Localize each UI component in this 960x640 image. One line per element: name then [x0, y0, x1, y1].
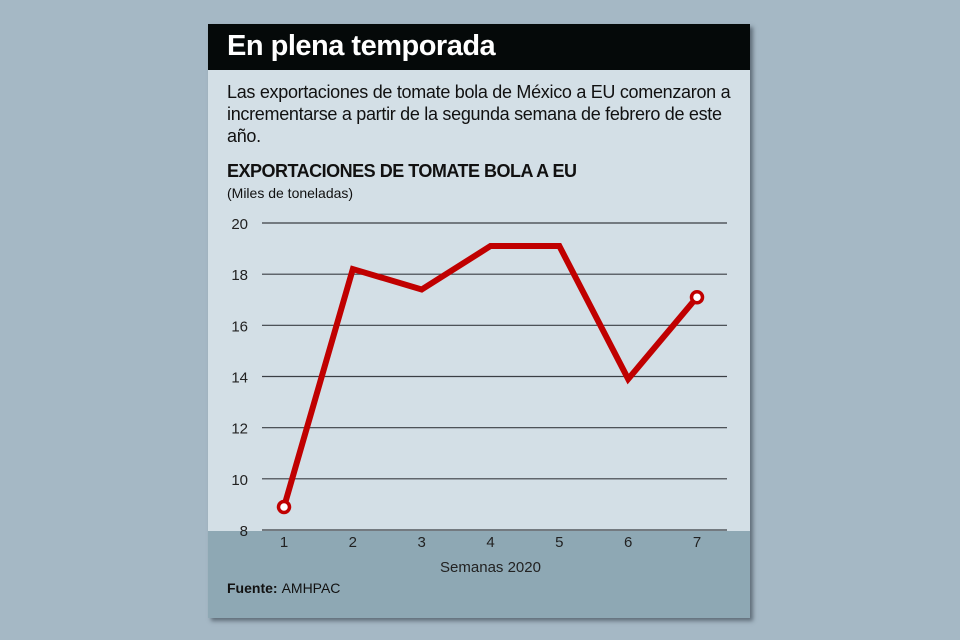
x-tick-label: 7 [693, 534, 701, 551]
x-tick-label: 1 [280, 534, 288, 551]
infographic-card: En plena temporada Las exportaciones de … [208, 24, 750, 618]
data-point-marker [689, 289, 705, 305]
x-tick-label: 5 [555, 534, 563, 551]
source-label: Fuente: [227, 580, 278, 596]
y-tick-label: 18 [231, 267, 248, 284]
page-title: En plena temporada [227, 30, 496, 62]
x-tick-label: 3 [417, 534, 425, 551]
source-note: Fuente: AMHPAC [227, 580, 340, 596]
series-line [281, 243, 700, 508]
x-tick-label: 6 [624, 534, 632, 551]
x-tick-label: 2 [349, 534, 357, 551]
source-value: AMHPAC [281, 580, 341, 596]
data-point-marker [276, 499, 292, 515]
y-tick-label: 14 [231, 370, 248, 387]
title-bar: En plena temporada [208, 24, 750, 70]
chart-title: EXPORTACIONES DE TOMATE BOLA A EU [227, 161, 577, 181]
footer-band [208, 531, 750, 618]
y-tick-label: 20 [231, 216, 248, 233]
description: Las exportaciones de tomate bola de Méxi… [227, 82, 731, 146]
chart-subtitle: (Miles de toneladas) [227, 185, 354, 201]
y-tick-label: 10 [231, 472, 248, 489]
x-tick-label: 4 [486, 534, 494, 551]
x-axis-label: Semanas 2020 [440, 559, 541, 576]
y-tick-label: 12 [231, 421, 248, 438]
y-tick-label: 8 [240, 523, 248, 540]
y-tick-label: 16 [231, 318, 248, 335]
